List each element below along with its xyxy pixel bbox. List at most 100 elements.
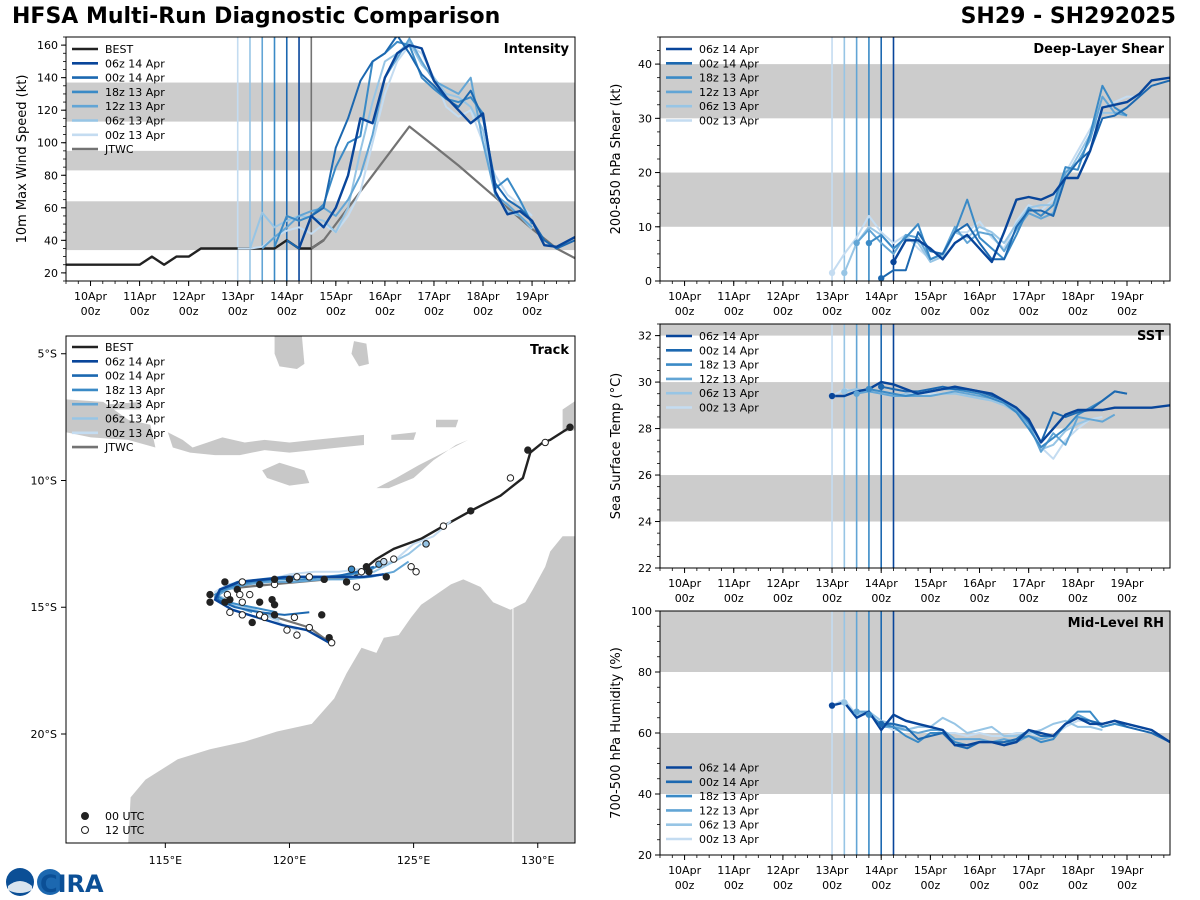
sst-xtick-label: 00z [724, 592, 744, 605]
shear-legend-label-00z-13-apr: 00z 13 Apr [699, 115, 759, 128]
intensity-xtick-label: 00z [81, 305, 101, 318]
track-position-marker [270, 575, 279, 584]
shear-ytick-label: 40 [638, 58, 652, 71]
track-position-marker [305, 623, 314, 632]
track-position-marker [283, 626, 291, 634]
track-position-marker [248, 618, 256, 627]
track-panel-title: Track [530, 343, 569, 358]
sst-ylabel: Sea Surface Temp (°C) [609, 373, 624, 520]
shear-xtick-label: 00z [675, 305, 695, 318]
track-marker-legend-symbol [81, 826, 89, 834]
rh-xtick-label: 00z [773, 879, 793, 892]
shear-xtick-label: 10Apr [668, 290, 702, 303]
sst-xtick-label: 13Apr [816, 577, 850, 590]
track-ytick-label: 15°S [31, 601, 57, 614]
track-marker-legend-label: 00 UTC [105, 810, 145, 823]
sst-start-dot-06z-13-apr [841, 388, 848, 395]
track-ytick-label: 20°S [31, 728, 57, 741]
intensity-xtick-label: 15Apr [319, 290, 353, 303]
sst-legend-label-18z-13-apr: 18z 13 Apr [699, 359, 759, 372]
intensity-ytick-label: 40 [44, 234, 58, 247]
intensity-ytick-label: 160 [37, 39, 58, 52]
sst-xtick-label: 00z [1117, 592, 1137, 605]
rh-ylabel: 700-500 hPa Humidity (%) [609, 647, 624, 819]
shear-legend-label-06z-13-apr: 06z 13 Apr [699, 100, 759, 113]
track-position-marker [467, 507, 475, 515]
cira-globe-icon [37, 869, 63, 895]
track-xtick-label: 120°E [273, 854, 306, 867]
sst-xtick-label: 00z [1019, 592, 1039, 605]
sst-inner [660, 324, 1170, 568]
cira-logo: CIRA [6, 868, 104, 898]
track-inner [66, 336, 575, 843]
track-ytick-label: 10°S [31, 474, 57, 487]
track-position-marker [238, 598, 246, 606]
shear-panel-title: Deep-Layer Shear [1033, 42, 1164, 57]
shear-xtick-label: 11Apr [717, 290, 751, 303]
sst-plot: 22 24 26 28 30 32 10Apr 00z 11Apr 00z 12Apr 00z 13Ap… [609, 323, 1171, 605]
sst-xtick-label: 00z [822, 592, 842, 605]
intensity-xtick-label: 17Apr [417, 290, 451, 303]
shear-start-dot-12z-13-apr [853, 239, 860, 247]
track-legend-label-18z-13-apr: 18z 13 Apr [105, 384, 165, 397]
track-xtick-label: 130°E [521, 854, 554, 867]
shear-xtick-label: 00z [970, 305, 990, 318]
alor-island [391, 432, 417, 440]
intensity-xtick-label: 10Apr [74, 290, 108, 303]
intensity-ytick-label: 100 [37, 137, 58, 150]
track-position-marker [407, 562, 415, 571]
rh-xtick-label: 11Apr [717, 864, 751, 877]
track-legend-label-00z-14-apr: 00z 14 Apr [105, 370, 165, 383]
intensity-xtick-label: 12Apr [172, 290, 206, 303]
shear-start-dot-00z-14-apr [878, 275, 885, 281]
track-position-marker [206, 590, 214, 599]
sumba-island [262, 462, 310, 486]
shear-ytick-label: 0 [645, 275, 652, 288]
shear-legend-label-12z-13-apr: 12z 13 Apr [699, 86, 759, 99]
intensity-band [66, 82, 575, 122]
shear-start-dot-00z-13-apr [828, 269, 836, 277]
rh-xtick-label: 18Apr [1061, 864, 1095, 877]
track-frame [65, 335, 576, 844]
rh-band [660, 611, 1170, 672]
noaa-wave-icon [8, 881, 32, 893]
shear-legend-label-06z-14-apr: 06z 14 Apr [699, 43, 759, 56]
intensity-legend-label-jtwc: JTWC [104, 143, 134, 156]
rh-legend-label-12z-13-apr: 12z 13 Apr [699, 804, 759, 817]
rh-xtick-label: 14Apr [865, 864, 899, 877]
track-series-best [353, 426, 571, 578]
shear-xtick-label: 16Apr [963, 290, 997, 303]
sst-legend-label-00z-14-apr: 00z 14 Apr [699, 344, 759, 357]
sst-band [660, 475, 1170, 522]
rh-xtick-label: 19Apr [1110, 864, 1144, 877]
intensity-series-jtwc [310, 125, 575, 260]
intensity-ytick-label: 140 [37, 72, 58, 85]
rh-ytick-label: 60 [638, 727, 652, 740]
sst-frame [659, 323, 1171, 569]
intensity-xtick-label: 00z [522, 305, 542, 318]
intensity-ylabel: 10m Max Wind Speed (kt) [15, 75, 30, 244]
track-position-marker [255, 580, 264, 589]
intensity-series-12z-13-apr [261, 37, 533, 250]
intensity-xtick-label: 00z [228, 305, 248, 318]
shear-ytick-label: 20 [638, 167, 652, 180]
sst-xtick-label: 14Apr [865, 577, 899, 590]
sst-ytick-label: 26 [638, 469, 652, 482]
sst-legend-label-06z-14-apr: 06z 14 Apr [699, 330, 759, 343]
rh-xtick-label: 00z [1117, 879, 1137, 892]
sst-xtick-label: 00z [773, 592, 793, 605]
shear-xtick-label: 13Apr [816, 290, 850, 303]
buton-island [351, 341, 369, 367]
rh-xtick-label: 12Apr [766, 864, 800, 877]
shear-xtick-label: 00z [1068, 305, 1088, 318]
sst-start-dot-18z-13-apr [865, 385, 873, 393]
sst-band [660, 324, 1170, 336]
rh-start-dot-06z-14-apr [828, 702, 836, 709]
intensity-legend-label-18z-13-apr: 18z 13 Apr [105, 86, 165, 99]
shear-xtick-label: 00z [1019, 305, 1039, 318]
track-position-marker [357, 568, 366, 576]
intensity-ytick-label: 120 [37, 104, 58, 117]
intensity-ytick-label: 60 [44, 202, 58, 215]
